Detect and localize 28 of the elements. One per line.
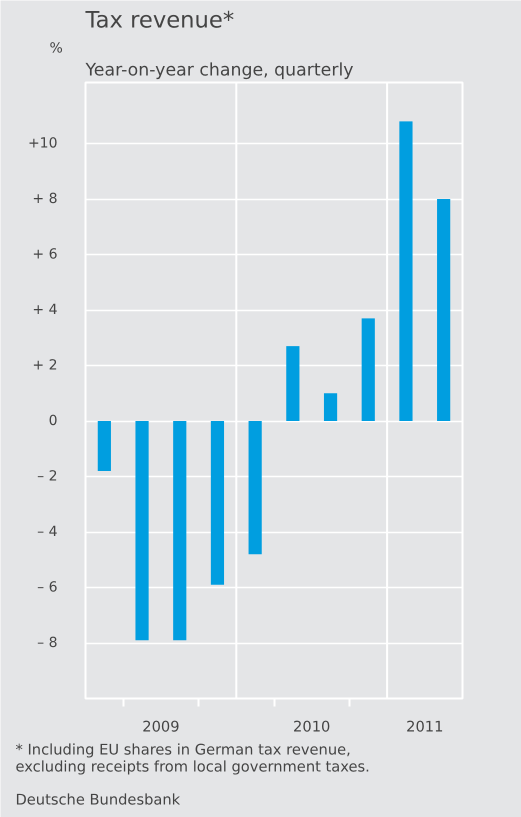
- bar: [362, 318, 375, 422]
- y-tick-label: + 2: [32, 358, 58, 374]
- y-tick-label: – 4: [37, 524, 58, 540]
- y-tick-label: – 8: [37, 635, 58, 652]
- y-tick-label: 0: [48, 413, 58, 430]
- y-tick-label: – 6: [37, 580, 58, 596]
- bar: [437, 199, 450, 422]
- y-axis-title: %: [50, 40, 63, 56]
- text: * Including EU shares in German tax revenue, excluding receipts from local government taxes.: [16, 742, 370, 776]
- y-tick-label: – 2: [37, 468, 58, 485]
- y-tick-label: + 4: [32, 302, 58, 318]
- bar: [210, 421, 224, 585]
- y-tick-label: + 8: [32, 191, 58, 208]
- y-tick-label: +10: [28, 136, 58, 152]
- chart-title: Tax revenue*: [84, 8, 234, 34]
- chart-subtitle: Year-on-year change, quarterly: [84, 60, 354, 80]
- y-tick-label: + 6: [32, 246, 58, 263]
- text: Deutsche Bundesbank: [16, 792, 181, 808]
- bar: [248, 421, 262, 554]
- bar: [324, 393, 338, 422]
- bar: [98, 421, 111, 471]
- x-tick-label: 2009: [142, 718, 180, 736]
- bar: [286, 346, 300, 422]
- x-tick-label: 2011: [406, 718, 444, 736]
- bar: [173, 421, 186, 640]
- bar: [399, 121, 413, 422]
- x-tick-label: 2010: [293, 718, 330, 736]
- bar: [135, 421, 149, 640]
